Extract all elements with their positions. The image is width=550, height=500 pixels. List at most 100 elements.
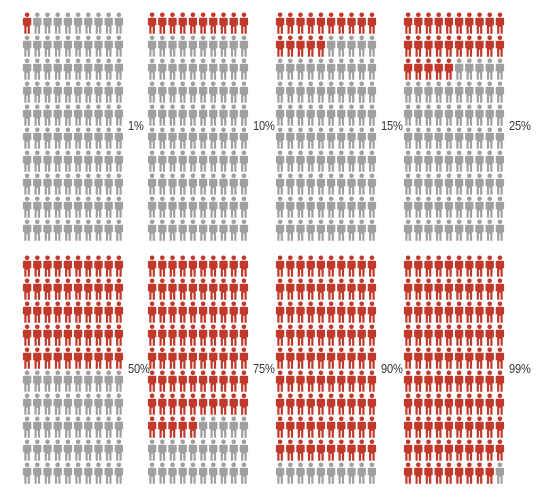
person-icon xyxy=(188,58,198,80)
person-icon-highlighted xyxy=(178,278,187,300)
person-icon xyxy=(239,439,249,461)
person-icon xyxy=(33,81,42,103)
person-icon xyxy=(94,150,103,172)
person-icon-highlighted xyxy=(444,255,454,277)
person-icon xyxy=(219,462,228,484)
person-icon xyxy=(22,416,32,438)
person-icon-highlighted xyxy=(485,393,494,415)
person-icon-highlighted xyxy=(495,393,505,415)
person-icon-highlighted xyxy=(275,393,285,415)
person-icon-highlighted xyxy=(114,278,124,300)
person-icon-highlighted xyxy=(239,301,249,323)
person-icon xyxy=(454,104,464,126)
person-icon xyxy=(326,104,336,126)
person-icon-highlighted xyxy=(347,278,356,300)
person-icon xyxy=(198,104,208,126)
person-icon xyxy=(198,219,208,241)
person-icon xyxy=(94,35,103,57)
person-icon-highlighted xyxy=(495,347,505,369)
person-icon xyxy=(275,462,285,484)
person-icon xyxy=(414,196,423,218)
person-icon-highlighted xyxy=(286,301,295,323)
person-icon-highlighted xyxy=(465,370,474,392)
person-icon-highlighted xyxy=(367,347,377,369)
person-icon-highlighted xyxy=(275,439,285,461)
person-icon-highlighted xyxy=(367,370,377,392)
person-icon-highlighted xyxy=(316,278,326,300)
person-icon-highlighted xyxy=(414,35,423,57)
person-icon xyxy=(104,104,113,126)
person-icon xyxy=(209,439,218,461)
person-icon xyxy=(209,416,218,438)
person-icon-highlighted xyxy=(22,301,32,323)
person-icon xyxy=(357,127,366,149)
person-icon xyxy=(465,196,474,218)
person-icon-highlighted xyxy=(147,301,157,323)
person-icon-highlighted xyxy=(53,347,62,369)
person-icon xyxy=(104,12,113,34)
person-icon-highlighted xyxy=(434,58,443,80)
person-grid xyxy=(403,12,505,241)
person-icon xyxy=(403,81,413,103)
person-icon xyxy=(53,150,62,172)
person-icon xyxy=(286,219,295,241)
person-icon xyxy=(403,196,413,218)
person-icon-highlighted xyxy=(286,370,295,392)
person-icon xyxy=(198,462,208,484)
person-icon xyxy=(475,219,484,241)
person-icon-highlighted xyxy=(337,12,346,34)
person-icon xyxy=(22,104,32,126)
person-icon xyxy=(209,58,218,80)
person-icon xyxy=(22,196,32,218)
person-icon-highlighted xyxy=(444,462,454,484)
person-icon-highlighted xyxy=(403,278,413,300)
person-icon-highlighted xyxy=(485,462,494,484)
person-icon xyxy=(63,196,73,218)
person-icon-highlighted xyxy=(357,255,366,277)
person-icon-highlighted xyxy=(33,278,42,300)
person-icon-highlighted xyxy=(465,35,474,57)
person-icon xyxy=(286,150,295,172)
person-icon-highlighted xyxy=(239,255,249,277)
person-icon xyxy=(286,81,295,103)
person-icon xyxy=(114,127,124,149)
person-icon xyxy=(454,196,464,218)
person-icon-highlighted xyxy=(485,35,494,57)
person-icon-highlighted xyxy=(485,416,494,438)
person-icon xyxy=(94,127,103,149)
person-icon xyxy=(104,127,113,149)
person-icon xyxy=(147,58,157,80)
person-icon-highlighted xyxy=(219,347,228,369)
person-icon xyxy=(104,219,113,241)
person-icon-highlighted xyxy=(414,370,423,392)
person-icon xyxy=(475,127,484,149)
person-icon-highlighted xyxy=(275,370,285,392)
person-icon xyxy=(84,462,93,484)
person-icon-highlighted xyxy=(475,35,484,57)
person-icon xyxy=(22,393,32,415)
person-icon-highlighted xyxy=(475,301,484,323)
person-icon-highlighted xyxy=(316,439,326,461)
person-icon xyxy=(84,127,93,149)
person-icon xyxy=(296,196,305,218)
person-icon-highlighted xyxy=(434,416,443,438)
person-icon xyxy=(403,127,413,149)
person-icon xyxy=(495,81,505,103)
person-icon-highlighted xyxy=(347,324,356,346)
person-icon xyxy=(168,219,177,241)
person-icon xyxy=(73,219,83,241)
person-icon-highlighted xyxy=(326,416,336,438)
pictograph-panel xyxy=(22,255,124,485)
person-icon xyxy=(485,81,494,103)
person-icon xyxy=(337,219,346,241)
person-icon xyxy=(229,416,238,438)
person-icon xyxy=(424,81,433,103)
person-icon xyxy=(114,173,124,195)
pictograph-panel xyxy=(403,12,505,242)
person-icon-highlighted xyxy=(454,12,464,34)
person-icon xyxy=(73,127,83,149)
person-icon xyxy=(147,150,157,172)
person-icon xyxy=(198,35,208,57)
person-icon xyxy=(53,462,62,484)
person-icon xyxy=(306,104,315,126)
